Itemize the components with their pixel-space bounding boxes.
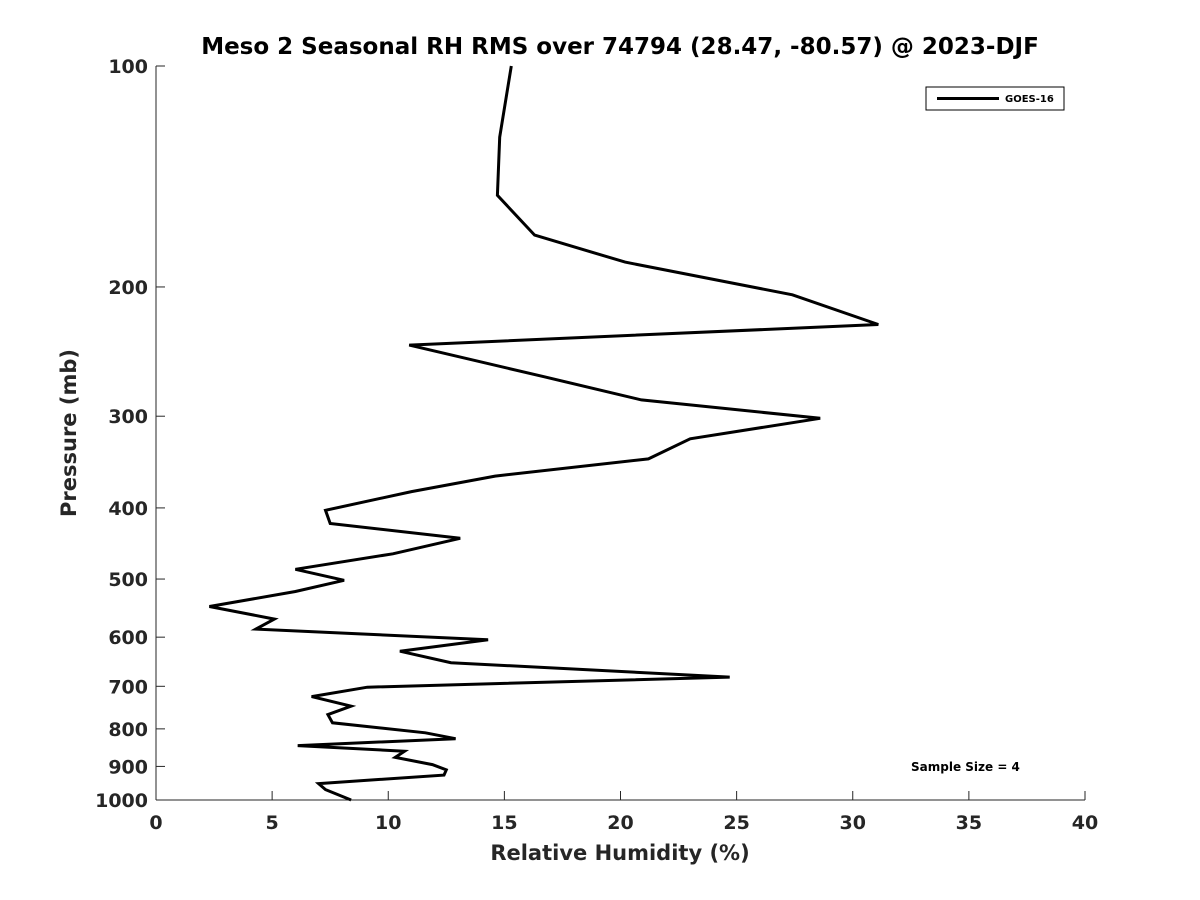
x-tick-label: 15 <box>491 812 517 834</box>
y-tick-label: 200 <box>108 277 148 299</box>
y-tick-label: 400 <box>108 498 148 520</box>
x-tick-label: 40 <box>1072 812 1098 834</box>
y-tick-label: 500 <box>108 569 148 591</box>
y-tick-label: 100 <box>108 56 148 78</box>
x-tick-label: 10 <box>375 812 401 834</box>
y-tick-label: 600 <box>108 627 148 649</box>
y-axis-ticks: 100 200 300 400 500 600 700 800 900 1000 <box>95 56 165 812</box>
y-axis-label: Pressure (mb) <box>57 349 81 517</box>
sample-size-annotation: Sample Size = 4 <box>911 760 1020 774</box>
x-tick-label: 35 <box>956 812 982 834</box>
y-tick-label: 900 <box>108 756 148 778</box>
chart-title: Meso 2 Seasonal RH RMS over 74794 (28.47… <box>201 34 1039 60</box>
y-tick-label: 800 <box>108 719 148 741</box>
x-tick-label: 20 <box>607 812 633 834</box>
x-tick-label: 5 <box>266 812 279 834</box>
y-tick-label: 300 <box>108 406 148 428</box>
x-axis-ticks: 0 5 10 15 20 25 30 35 40 <box>149 791 1098 834</box>
legend: GOES-16 <box>925 86 1065 111</box>
series-line-goes-16 <box>209 65 879 802</box>
x-axis-label: Relative Humidity (%) <box>490 841 749 865</box>
legend-label-goes-16: GOES-16 <box>1005 94 1054 105</box>
y-tick-label: 1000 <box>95 790 148 812</box>
plot-area: 0 5 10 15 20 25 30 35 40 100 200 300 400 500 600 700 80… <box>95 56 1098 834</box>
y-tick-label: 700 <box>108 676 148 698</box>
x-tick-label: 30 <box>840 812 866 834</box>
x-tick-label: 0 <box>149 812 162 834</box>
x-tick-label: 25 <box>723 812 749 834</box>
